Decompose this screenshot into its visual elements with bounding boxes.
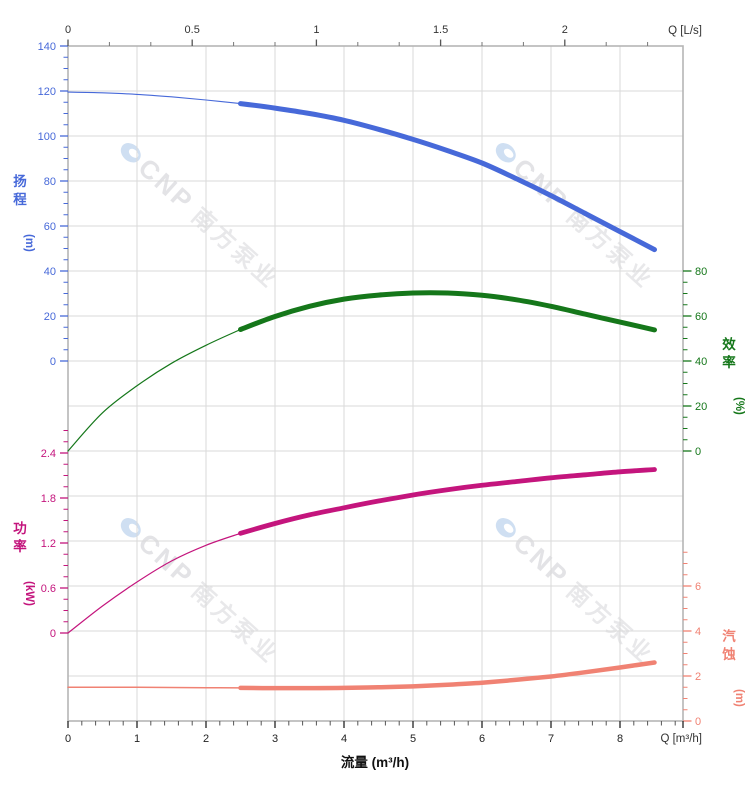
eff-tick-label: 60 <box>695 311 707 323</box>
watermark: CNP南方泵业 <box>120 518 287 670</box>
npsh-tick-label: 0 <box>695 716 701 728</box>
head-axis-name: 扬 <box>13 173 27 189</box>
bottom-tick-label: 4 <box>341 733 347 745</box>
eff-tick-label: 20 <box>695 401 707 413</box>
head-curve-thick <box>238 101 657 253</box>
head-tick-label: 120 <box>38 86 56 98</box>
watermark-layer: CNP南方泵业 CNP南方泵业 CNP南方泵业 CNP南方泵业 <box>120 143 662 670</box>
bottom-tick-label: 8 <box>617 733 623 745</box>
x-axis-title: 流量 (m³/h) <box>341 754 409 770</box>
watermark-text: CNP南方泵业 <box>133 527 287 670</box>
power-tick-label: 2.4 <box>41 448 56 460</box>
head-tick-label: 80 <box>44 176 56 188</box>
watermark-text: CNP南方泵业 <box>508 527 662 670</box>
npsh-axis-unit: (m) <box>733 689 745 707</box>
head-tick-label: 60 <box>44 221 56 233</box>
head-axis-unit: (m) <box>23 234 35 252</box>
head-curve <box>67 91 657 253</box>
power-tick-label: 0.6 <box>41 583 56 595</box>
top-tick-label: 1 <box>313 24 319 36</box>
npsh-tick-label: 4 <box>695 626 701 638</box>
eff-axis-name: 效 <box>722 336 736 352</box>
cnp-eye-logo-highlight <box>128 523 139 533</box>
eff-axis-unit: (%) <box>733 397 745 415</box>
efficiency-curve-thin <box>67 328 242 452</box>
power-curve <box>67 467 657 634</box>
npsh-axis-title: 汽蚀 (m) <box>721 628 745 707</box>
head-tick-label: 100 <box>38 131 56 143</box>
eff-tick-label: 80 <box>695 266 707 278</box>
efficiency-curve <box>67 290 657 452</box>
bottom-tick-label: 7 <box>548 733 554 745</box>
head-tick-label: 0 <box>50 356 56 368</box>
gridlines <box>68 46 683 721</box>
npsh-tick-label: 6 <box>695 581 701 593</box>
bottom-tick-label: 0 <box>65 733 71 745</box>
power-axis-unit: (kW) <box>23 581 35 606</box>
head-axis-title: 扬程 (m) <box>13 173 35 252</box>
axis-titles: Q [L/s] Q [m³/h] 流量 (m³/h) <box>341 25 702 770</box>
head-curve-thin <box>67 91 242 105</box>
top-tick-label: 2 <box>562 24 568 36</box>
curves <box>67 91 657 691</box>
efficiency-curve-thick <box>238 290 657 333</box>
eff-tick-label: 0 <box>695 446 701 458</box>
bottom-tick-label: 2 <box>203 733 209 745</box>
watermark-text: CNP南方泵业 <box>508 152 662 295</box>
cnp-eye-logo-highlight <box>128 148 139 158</box>
head-axis: 0 20 40 60 80 100 120 140 <box>38 41 68 368</box>
power-tick-label: 1.8 <box>41 493 56 505</box>
npsh-axis-name: 蚀 <box>721 646 736 662</box>
cnp-eye-logo-highlight <box>503 523 514 533</box>
cnp-eye-logo-highlight <box>503 148 514 158</box>
npsh-curve <box>67 660 657 691</box>
bottom-tick-label: 5 <box>410 733 416 745</box>
head-tick-label: 40 <box>44 266 56 278</box>
eff-axis-name: 率 <box>722 354 736 370</box>
eff-axis: 0 20 40 60 80 <box>683 266 707 458</box>
power-curve-thin <box>67 532 242 634</box>
top-tick-label: 1.5 <box>433 24 448 36</box>
npsh-curve-thin <box>67 686 242 689</box>
top-tick-label: 0 <box>65 24 71 36</box>
power-curve-thick <box>238 467 657 536</box>
head-tick-label: 20 <box>44 311 56 323</box>
watermark-text: CNP南方泵业 <box>133 152 287 295</box>
npsh-axis: 0 2 4 6 <box>683 551 701 728</box>
eff-axis-title: 效率 (%) <box>722 336 745 415</box>
npsh-tick-label: 2 <box>695 671 701 683</box>
power-axis-name: 率 <box>13 538 27 554</box>
top-axis-unit-label: Q [L/s] <box>668 25 702 37</box>
power-tick-label: 1.2 <box>41 538 56 550</box>
head-tick-label: 140 <box>38 41 56 53</box>
power-tick-label: 0 <box>50 628 56 640</box>
power-axis: 0 0.6 1.2 1.8 2.4 <box>41 430 68 640</box>
watermark: CNP南方泵业 <box>495 518 662 670</box>
power-axis-name: 功 <box>13 521 27 536</box>
top-tick-label: 0.5 <box>185 24 200 36</box>
head-axis-name: 程 <box>13 192 27 207</box>
bottom-axis: 0 1 2 3 4 5 6 7 8 <box>65 721 684 745</box>
top-axis: 0 0.5 1 1.5 2 <box>65 24 649 46</box>
npsh-axis-name: 汽 <box>722 628 736 644</box>
bottom-axis-unit-label: Q [m³/h] <box>660 733 702 745</box>
bottom-tick-label: 3 <box>272 733 278 745</box>
power-axis-title: 功率 (kW) <box>13 521 35 606</box>
bottom-tick-label: 1 <box>134 733 140 745</box>
npsh-curve-thick <box>238 660 657 691</box>
bottom-tick-label: 6 <box>479 733 485 745</box>
eff-tick-label: 40 <box>695 356 707 368</box>
